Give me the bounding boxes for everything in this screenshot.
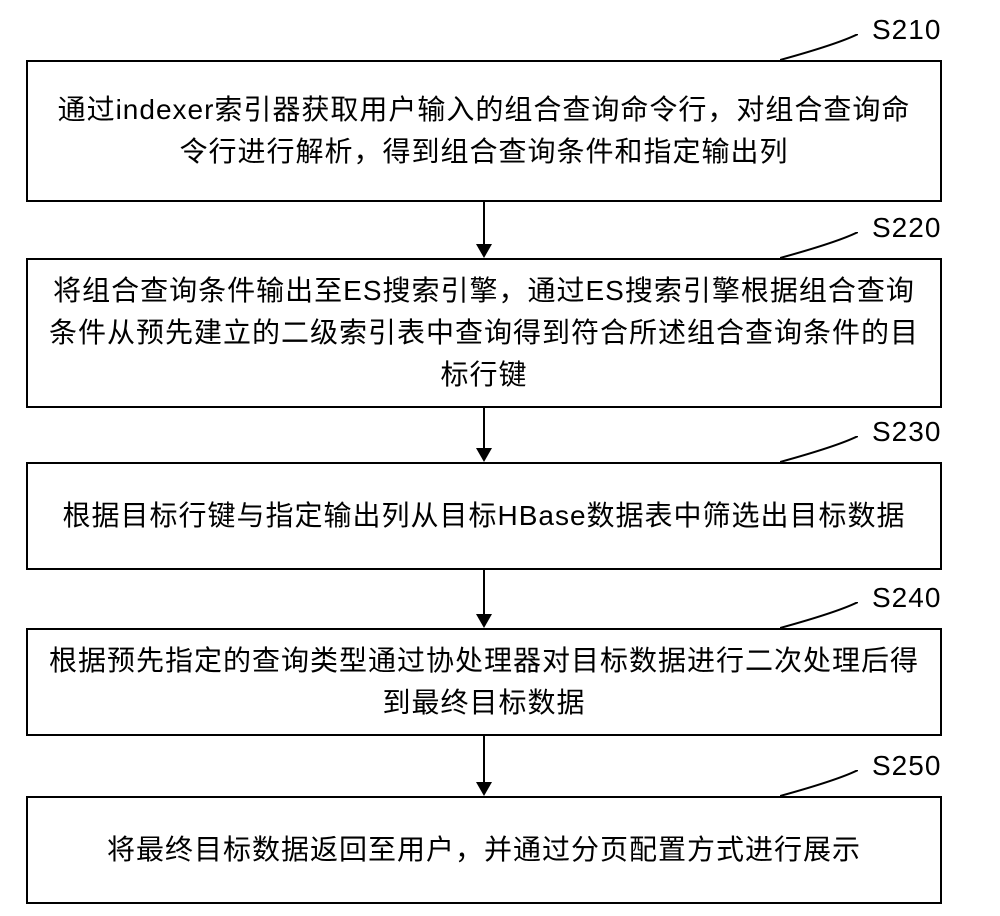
step-label-s210: S210 [872,14,941,46]
leader-s230 [780,436,858,462]
step-text-s220: 将组合查询条件输出至ES搜索引擎，通过ES搜索引擎根据组合查询条件从预先建立的二… [48,270,920,396]
leader-s250 [780,770,858,796]
step-box-s210: 通过indexer索引器获取用户输入的组合查询命令行，对组合查询命令行进行解析，… [26,60,942,202]
step-label-s220: S220 [872,212,941,244]
arrow-s230-s240 [474,570,494,628]
arrow-s210-s220 [474,202,494,258]
step-box-s220: 将组合查询条件输出至ES搜索引擎，通过ES搜索引擎根据组合查询条件从预先建立的二… [26,258,942,408]
arrow-s220-s230 [474,408,494,462]
step-box-s230: 根据目标行键与指定输出列从目标HBase数据表中筛选出目标数据 [26,462,942,570]
step-text-s250: 将最终目标数据返回至用户，并通过分页配置方式进行展示 [107,829,861,871]
step-label-s250: S250 [872,750,941,782]
step-text-s210: 通过indexer索引器获取用户输入的组合查询命令行，对组合查询命令行进行解析，… [48,89,920,173]
step-label-s230: S230 [872,416,941,448]
flowchart-canvas: S210 通过indexer索引器获取用户输入的组合查询命令行，对组合查询命令行… [0,0,1000,916]
step-box-s240: 根据预先指定的查询类型通过协处理器对目标数据进行二次处理后得到最终目标数据 [26,628,942,736]
step-label-s240: S240 [872,582,941,614]
leader-s210 [780,34,858,60]
step-text-s230: 根据目标行键与指定输出列从目标HBase数据表中筛选出目标数据 [62,495,905,537]
leader-s220 [780,232,858,258]
arrow-s240-s250 [474,736,494,796]
step-box-s250: 将最终目标数据返回至用户，并通过分页配置方式进行展示 [26,796,942,904]
leader-s240 [780,602,858,628]
step-text-s240: 根据预先指定的查询类型通过协处理器对目标数据进行二次处理后得到最终目标数据 [48,640,920,724]
